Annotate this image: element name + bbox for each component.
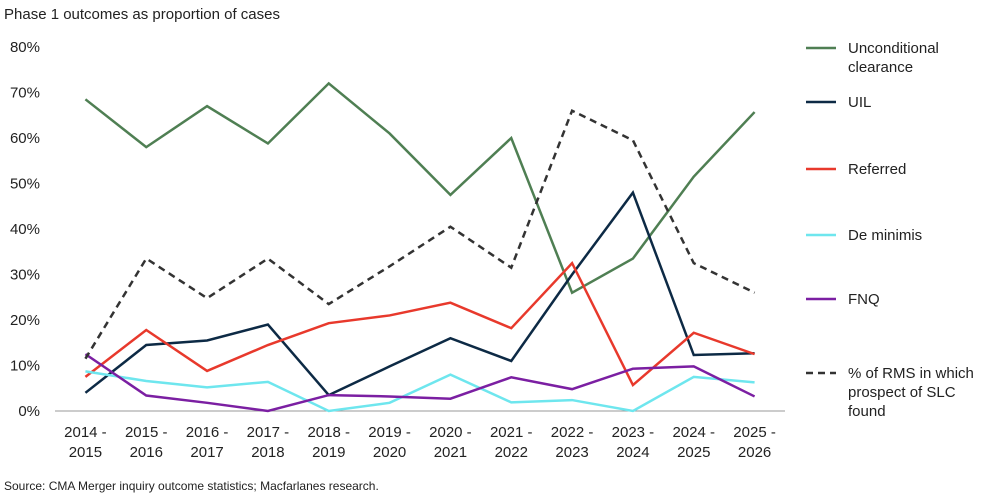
x-tick-label: 2025 -2026 — [733, 424, 776, 461]
legend-label: Unconditional clearance — [848, 40, 939, 76]
x-tick-label: 2021 -2022 — [490, 424, 533, 461]
series-line — [84, 108, 756, 360]
x-tick-label: 2024 -2025 — [672, 424, 715, 461]
legend-label: % of RMS in which prospect of SLC found — [848, 365, 974, 420]
x-tick-label: 2019 -2020 — [368, 424, 411, 461]
x-tick-label: 2020 -2021 — [429, 424, 472, 461]
series-line — [84, 81, 756, 295]
x-tick-label: 2022 -2023 — [551, 424, 594, 461]
y-tick-label: 0% — [18, 403, 40, 420]
y-tick-label: 40% — [10, 221, 40, 238]
y-tick-label: 50% — [10, 176, 40, 193]
x-tick-label: 2014 -2015 — [64, 424, 107, 461]
series-line — [84, 260, 755, 388]
x-tick-label: 2015 -2016 — [125, 424, 168, 461]
legend-label: Referred — [848, 161, 907, 178]
legend-label: FNQ — [848, 291, 880, 308]
series-line — [85, 370, 755, 413]
series-line — [84, 190, 755, 397]
legend-label: UIL — [848, 94, 872, 111]
y-tick-label: 60% — [10, 130, 40, 147]
y-tick-label: 10% — [10, 358, 40, 375]
series-line — [84, 353, 756, 413]
x-tick-label: 2016 -2017 — [186, 424, 229, 461]
legend-label: De minimis — [848, 227, 923, 244]
source-note: Source: CMA Merger inquiry outcome stati… — [4, 479, 379, 493]
y-tick-label: 80% — [10, 39, 40, 56]
y-tick-label: 70% — [10, 85, 40, 102]
y-tick-label: 20% — [10, 312, 40, 329]
x-tick-label: 2023 -2024 — [612, 424, 655, 461]
x-tick-label: 2017 -2018 — [247, 424, 290, 461]
x-tick-label: 2018 -2019 — [307, 424, 350, 461]
chart-title: Phase 1 outcomes as proportion of cases — [4, 6, 280, 23]
y-tick-label: 30% — [10, 267, 40, 284]
